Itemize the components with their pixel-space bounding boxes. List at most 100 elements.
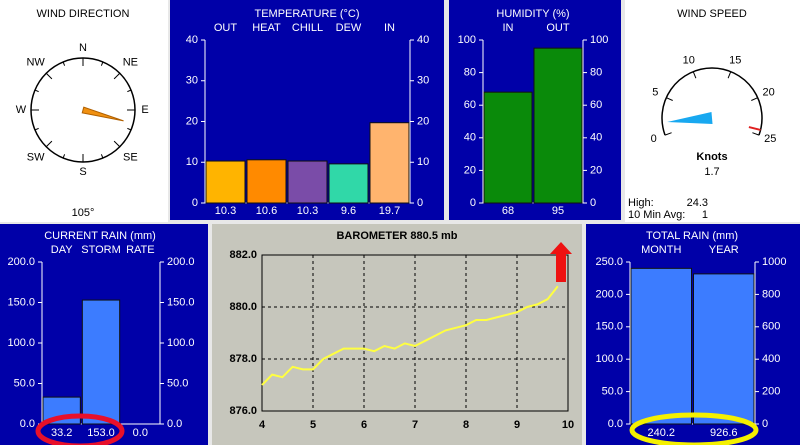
bar (205, 160, 246, 204)
value-label: 926.6 (710, 427, 738, 439)
bar (533, 47, 583, 204)
bar (369, 122, 410, 204)
gauge-tick (727, 71, 732, 79)
bar (246, 159, 287, 204)
compass-label: NE (123, 57, 138, 69)
panel-title: HUMIDITY (%) (496, 8, 569, 20)
y-tick-label: 0 (470, 197, 476, 209)
value-label: 153.0 (87, 427, 115, 439)
wind-speed-panel (625, 0, 800, 222)
y2-tick-label: 0 (417, 197, 423, 209)
highlight-ellipse (629, 412, 759, 445)
compass-label: S (79, 166, 86, 178)
compass-label: N (79, 42, 87, 54)
y-tick-label: 10 (186, 156, 198, 168)
y2-tick-label: 800 (762, 288, 780, 300)
gauge-tick (692, 71, 697, 79)
compass-label: W (16, 104, 27, 116)
compass-tick (113, 72, 121, 80)
y-tick-label: 150.0 (7, 296, 35, 308)
compass-label: SW (27, 151, 45, 163)
avg-label: 10 Min Avg: (628, 209, 685, 221)
highlight-ellipse (35, 413, 125, 445)
panel-title: CURRENT RAIN (mm) (44, 230, 156, 242)
value-label: 0.0 (133, 427, 148, 439)
value-label: 240.2 (647, 427, 675, 439)
y-tick-label: 0.0 (608, 418, 623, 430)
compass-tick (34, 127, 39, 131)
avg-value: 1 (702, 209, 708, 221)
high-marker (748, 126, 761, 131)
value-label: 10.3 (215, 205, 236, 217)
value-label: 19.7 (379, 205, 400, 217)
category-label: DAY (51, 244, 73, 256)
bar-chart: HUMIDITY (%) 0 20 40 60 80 100 0 20 40 60 80 100 IN 68… (458, 8, 609, 217)
value-label: 33.2 (51, 427, 72, 439)
y-tick-label: 100.0 (7, 337, 35, 349)
x-tick-label: 9 (514, 419, 520, 431)
compass-tick (62, 61, 66, 66)
category-label: OUT (546, 22, 570, 34)
y-tick-label: 20 (186, 115, 198, 127)
x-tick-label: 10 (562, 419, 574, 431)
x-tick-label: 6 (361, 419, 367, 431)
compass-tick (62, 154, 66, 159)
y2-tick-label: 20 (417, 115, 429, 127)
y2-tick-label: 200 (762, 386, 780, 398)
category-label: DEW (336, 22, 362, 34)
y-tick-label: 80 (464, 67, 476, 79)
compass-label: NW (26, 57, 45, 69)
y-tick-label: 0.0 (20, 418, 35, 430)
y2-tick-label: 0 (590, 197, 596, 209)
panel-title: BAROMETER 880.5 mb (336, 230, 457, 242)
bar-chart: CURRENT RAIN (mm) 0.0 50.0 100.0 150.0 200.0 0… (7, 230, 194, 439)
compass-tick (100, 154, 104, 159)
y2-tick-label: 30 (417, 75, 429, 87)
category-label: OUT (214, 22, 238, 34)
bar (630, 267, 692, 425)
compass-label: SE (123, 151, 138, 163)
gauge-tick-label: 15 (729, 54, 741, 66)
y2-tick-label: 20 (590, 164, 602, 176)
category-label: IN (503, 22, 514, 34)
x-tick-label: 7 (412, 419, 418, 431)
high-label: High: (628, 197, 654, 209)
value-label: 10.6 (256, 205, 277, 217)
compass-tick (100, 61, 104, 66)
panel-title: WIND DIRECTION (37, 8, 130, 20)
category-label: MONTH (641, 244, 681, 256)
y2-tick-label: 400 (762, 353, 780, 365)
gauge-tick-label: 5 (652, 87, 658, 99)
y-tick-label: 200.0 (7, 256, 35, 268)
gauge-tick-label: 20 (763, 87, 775, 99)
gauge-arc (661, 67, 763, 136)
value-label: 95 (552, 205, 564, 217)
y2-tick-label: 600 (762, 321, 780, 333)
gauge-tick (752, 132, 760, 136)
bar-chart: TEMPERATURE (°C) 0 10 20 30 40 0 10 20 30 40 OUT 10.… (186, 8, 430, 217)
gauge-tick-label: 0 (651, 133, 657, 145)
y2-tick-label: 100 (590, 34, 608, 46)
y2-tick-label: 80 (590, 67, 602, 79)
y-tick-label: 878.0 (229, 353, 257, 365)
gauge-tick (664, 132, 672, 136)
y-tick-label: 100.0 (595, 353, 623, 365)
y-tick-label: 100 (458, 34, 476, 46)
barometer-panel (212, 224, 582, 445)
gauge-tick (666, 97, 673, 101)
speed-value: 1.7 (704, 166, 719, 178)
category-label: YEAR (709, 244, 739, 256)
compass-label: E (141, 104, 148, 116)
direction-needle (81, 106, 124, 122)
y-tick-label: 876.0 (229, 405, 257, 417)
direction-label: 105° (72, 207, 95, 219)
compass-tick (127, 127, 132, 131)
y-tick-label: 200.0 (595, 288, 623, 300)
y-tick-label: 30 (186, 75, 198, 87)
y2-tick-label: 40 (417, 34, 429, 46)
panel-title: TOTAL RAIN (mm) (646, 230, 738, 242)
bar (81, 299, 121, 425)
y2-tick-label: 0 (762, 418, 768, 430)
compass-tick (127, 89, 132, 93)
